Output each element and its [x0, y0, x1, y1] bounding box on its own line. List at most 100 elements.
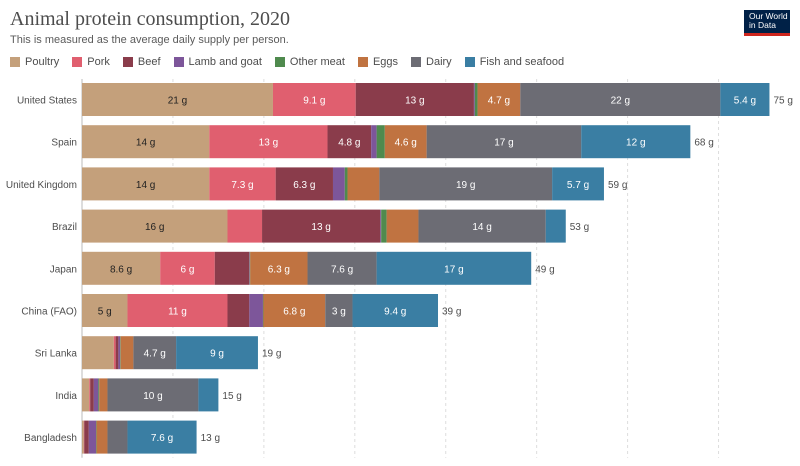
bar-segment-pork: [272, 83, 356, 116]
bar-segment-eggs: [263, 294, 326, 327]
bar-segment-pork: [227, 209, 263, 243]
bar-segment-dairy: [133, 336, 177, 370]
bar-segment-beef: [115, 336, 119, 370]
data-label: 14 g: [136, 138, 155, 149]
data-label: 22 g: [611, 96, 630, 107]
legend-swatch: [173, 57, 184, 67]
bar-segment-lamb-and-goat: [93, 378, 99, 412]
data-label: 5 g: [98, 307, 112, 318]
category-label: United States: [17, 96, 77, 107]
bar-segment-pork: [89, 378, 91, 412]
legend-item-fish-and-seafood[interactable]: Fish and seafood: [464, 56, 565, 68]
category-label: China (FAO): [21, 307, 77, 318]
total-label: 75 g: [773, 96, 792, 107]
bar-segment-poultry: [82, 209, 228, 243]
data-label: 14 g: [136, 180, 155, 191]
bar-segment-fish-and-seafood: [581, 125, 691, 159]
data-label: 4.7 g: [488, 96, 510, 107]
data-label: 17 g: [444, 264, 463, 275]
logo-line-2: in Data: [749, 20, 776, 30]
data-label: 4.6 g: [395, 138, 417, 149]
bar-segment-dairy: [107, 420, 128, 454]
data-label: 6.3 g: [268, 264, 290, 275]
data-label: 9.4 g: [384, 307, 406, 318]
bar-segment-beef: [275, 167, 333, 201]
bar-segment-lamb-and-goat: [249, 251, 250, 285]
data-label: 6.3 g: [293, 180, 315, 191]
total-label: 49 g: [535, 264, 554, 275]
data-label: 7.6 g: [151, 433, 173, 444]
bar-segment-dairy: [418, 209, 546, 243]
total-label: 15 g: [222, 391, 241, 402]
bar-segment-poultry: [82, 378, 90, 412]
bar-segment-fish-and-seafood: [127, 420, 197, 454]
category-label: India: [55, 391, 77, 402]
bar-segment-pork: [83, 420, 85, 454]
data-label: 11 g: [168, 307, 187, 318]
data-label: 7.6 g: [331, 264, 353, 275]
data-label: 10 g: [143, 391, 162, 402]
bar-segment-lamb-and-goat: [371, 125, 377, 159]
legend-item-dairy[interactable]: Dairy: [411, 56, 452, 68]
bar-segment-other-meat: [376, 125, 385, 159]
bar-segment-eggs: [96, 420, 108, 454]
owid-logo[interactable]: Our World in Data: [744, 10, 790, 36]
bar-segment-eggs: [120, 336, 134, 370]
data-label: 6 g: [181, 264, 195, 275]
bar-segment-lamb-and-goat: [249, 294, 263, 327]
data-label: 4.7 g: [144, 349, 166, 360]
data-label: 9 g: [210, 349, 224, 360]
bar-segment-other-meat: [98, 378, 100, 412]
chart-subtitle: This is measured as the average daily su…: [10, 34, 289, 46]
bar-segment-lamb-and-goat: [332, 167, 345, 201]
data-label: 17 g: [494, 138, 513, 149]
bar-segment-beef: [84, 420, 89, 454]
legend-label: Dairy: [426, 56, 452, 68]
data-label: 16 g: [145, 222, 164, 233]
bar-segment-other-meat: [96, 420, 97, 454]
data-label: 5.7 g: [567, 180, 589, 191]
legend-item-eggs[interactable]: Eggs: [357, 56, 398, 68]
bar-segment-poultry: [82, 336, 114, 370]
legend-label: Other meat: [289, 56, 345, 68]
bar-segment-pork: [113, 336, 116, 370]
category-label: Sri Lanka: [35, 349, 78, 360]
legend-label: Fish and seafood: [479, 56, 565, 68]
legend-item-beef[interactable]: Beef: [122, 56, 161, 68]
bar-segment-lamb-and-goat: [473, 83, 475, 116]
bar-segment-dairy: [107, 378, 199, 412]
bar-segment-lamb-and-goat: [118, 336, 121, 370]
legend-swatch: [464, 57, 475, 67]
bar-segment-beef: [327, 125, 372, 159]
bar-segment-fish-and-seafood: [545, 209, 566, 243]
category-label: Brazil: [52, 222, 77, 233]
bar-segment-poultry: [82, 83, 273, 116]
data-label: 3 g: [332, 307, 346, 318]
legend-item-pork[interactable]: Pork: [72, 56, 110, 68]
legend: Poultry Pork Beef Lamb and goat Other meat Eg…: [10, 55, 577, 69]
bar-segment-fish-and-seafood: [376, 251, 532, 285]
bar-segment-other-meat: [474, 83, 478, 116]
data-label: 19 g: [456, 180, 475, 191]
bar-segment-dairy: [379, 167, 553, 201]
bar-segment-eggs: [384, 125, 427, 159]
data-label: 7.3 g: [231, 180, 253, 191]
bar-segment-pork: [160, 251, 215, 285]
total-label: 53 g: [570, 222, 589, 233]
bar-segment-eggs: [386, 209, 419, 243]
data-label: 13 g: [311, 222, 330, 233]
legend-item-lamb-and-goat[interactable]: Lamb and goat: [173, 56, 262, 68]
bar-segment-beef: [214, 251, 250, 285]
total-label: 39 g: [442, 307, 461, 318]
legend-item-other-meat[interactable]: Other meat: [274, 56, 345, 68]
bar-segment-poultry: [82, 167, 210, 201]
bar-segment-fish-and-seafood: [198, 378, 219, 412]
bar-segment-other-meat: [120, 336, 121, 370]
legend-swatch: [10, 57, 20, 67]
bar-segment-dairy: [325, 294, 353, 327]
bar-segment-fish-and-seafood: [176, 336, 258, 370]
legend-item-poultry[interactable]: Poultry: [10, 56, 59, 68]
data-label: 9.1 g: [303, 96, 325, 107]
category-label: United Kingdom: [6, 180, 77, 191]
